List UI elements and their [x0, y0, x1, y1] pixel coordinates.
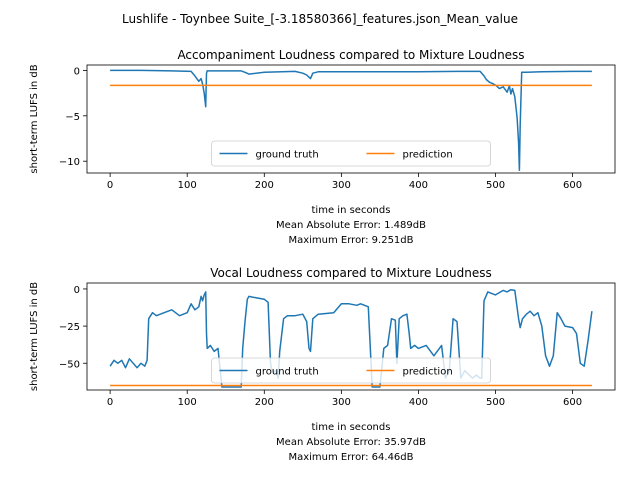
x-tick-label: 600 [563, 180, 582, 191]
x-axis-label: time in seconds [312, 205, 391, 216]
x-axis-label: time in seconds [312, 422, 391, 433]
figure-suptitle: Lushlife - Toynbee Suite_[-3.18580366]_f… [122, 12, 518, 26]
ground-truth-line [109, 288, 593, 388]
x-tick-label: 500 [486, 397, 505, 408]
x-tick-label: 600 [563, 397, 582, 408]
y-tick-label: −10 [59, 157, 80, 168]
legend: ground truth prediction [211, 140, 491, 167]
panel-title: Vocal Loudness compared to Mixture Loudn… [210, 266, 492, 280]
x-tick-label: 0 [107, 180, 113, 191]
panel-title: Accompaniment Loudness compared to Mixtu… [177, 48, 524, 62]
axes-frame [86, 282, 616, 391]
y-tick-label: 0 [74, 66, 80, 77]
legend: ground truth prediction [211, 357, 491, 384]
y-tick-label: −5 [65, 112, 80, 123]
accompaniment-loudness-panel: Accompaniment Loudness compared to Mixtu… [29, 48, 616, 246]
x-tick-label: 300 [332, 397, 351, 408]
x-tick-label: 400 [409, 180, 428, 191]
legend-ground-truth-label: ground truth [256, 150, 319, 161]
legend-ground-truth-label: ground truth [256, 367, 319, 378]
legend-prediction-label: prediction [403, 367, 453, 378]
ground-truth-line [110, 69, 592, 172]
x-tick-label: 100 [178, 180, 197, 191]
y-axis-label: short-term LUFS in dB [29, 64, 40, 173]
x-tick-label: 500 [486, 180, 505, 191]
axes-frame [86, 64, 616, 174]
x-tick-label: 400 [409, 397, 428, 408]
legend-box [211, 140, 491, 167]
maximum-error-text: Maximum Error: 64.46dB [288, 452, 413, 463]
vocal-loudness-panel: Vocal Loudness compared to Mixture Loudn… [29, 266, 616, 463]
y-tick-label: −25 [59, 322, 80, 333]
maximum-error-text: Maximum Error: 9.251dB [288, 235, 413, 246]
legend-box [211, 357, 491, 384]
x-tick-label: 300 [332, 180, 351, 191]
x-tick-label: 100 [178, 397, 197, 408]
y-tick-label: −50 [59, 359, 80, 370]
x-tick-label: 200 [255, 397, 274, 408]
y-axis-label: short-term LUFS in dB [29, 282, 40, 391]
mean-absolute-error-text: Mean Absolute Error: 35.97dB [276, 437, 426, 448]
x-tick-label: 200 [255, 180, 274, 191]
y-tick-label: 0 [74, 285, 80, 296]
x-tick-label: 0 [107, 397, 113, 408]
legend-prediction-label: prediction [403, 150, 453, 161]
mean-absolute-error-text: Mean Absolute Error: 1.489dB [276, 220, 426, 231]
